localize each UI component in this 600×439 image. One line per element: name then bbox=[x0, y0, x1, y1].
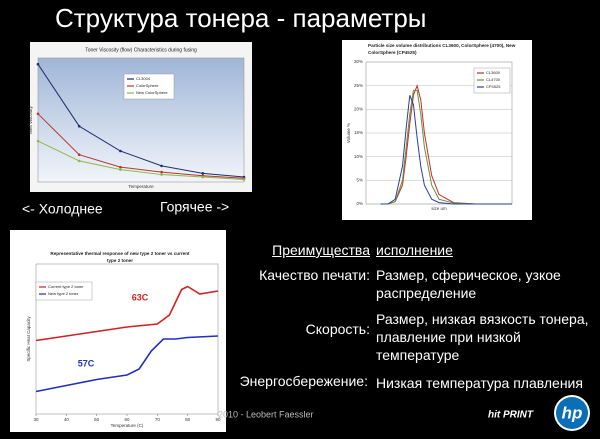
y-axis-label: Volume % bbox=[346, 123, 351, 143]
logo-text: hp bbox=[562, 403, 583, 422]
annotation: 57C bbox=[78, 358, 95, 368]
legend-label: CP4525 bbox=[486, 84, 501, 89]
table-cell: Качество печати: bbox=[259, 267, 370, 283]
brand: hit PRINT bbox=[488, 410, 534, 421]
series-marker bbox=[119, 149, 122, 153]
series-line bbox=[37, 113, 245, 179]
series-marker bbox=[77, 159, 81, 163]
x-tick-label: 70 bbox=[155, 417, 161, 422]
legend-label: New type 2 toner bbox=[48, 291, 79, 296]
cold-label: <- Холоднее bbox=[22, 201, 103, 217]
legend-label: CL3600 bbox=[486, 70, 501, 75]
series-marker bbox=[160, 173, 163, 176]
series-marker bbox=[36, 139, 40, 143]
series-line bbox=[37, 63, 245, 178]
legend-label: CL3004 bbox=[136, 76, 151, 81]
chart-title: ColorSphere (CP4525) bbox=[368, 50, 417, 55]
x-tick-label: 90 bbox=[215, 417, 221, 422]
hot-label: Горячее -> bbox=[160, 199, 229, 215]
series-marker bbox=[119, 168, 122, 171]
series-marker bbox=[119, 165, 122, 169]
series-marker bbox=[242, 178, 246, 181]
legend-label: ColorSphere bbox=[136, 83, 159, 88]
slide-title: Структура тонера - параметры bbox=[55, 3, 426, 33]
x-tick-label: 80 bbox=[185, 417, 191, 422]
series-marker bbox=[160, 170, 163, 174]
table-header: Преимущества bbox=[272, 242, 370, 258]
plot-area bbox=[37, 57, 245, 183]
y-tick-label: 20% bbox=[354, 107, 363, 112]
table-cell: Энергосбережение: bbox=[239, 373, 368, 389]
table-cell: Размер, сферическое, узкое распределение bbox=[376, 267, 561, 301]
series-marker bbox=[77, 124, 81, 128]
y-tick-label: 5% bbox=[356, 178, 363, 183]
series-line bbox=[35, 285, 219, 342]
series-line bbox=[37, 140, 245, 181]
y-tick-label: 25% bbox=[354, 83, 363, 88]
series-line bbox=[380, 89, 512, 205]
table-header: исполнение bbox=[376, 242, 453, 258]
table-cell: Размер, низкая вязкость тонера, плавлени… bbox=[376, 311, 589, 363]
table-cell: Скорость: bbox=[305, 321, 370, 337]
y-tick-label: 15% bbox=[354, 130, 363, 135]
legend-label: Current type 2 toner bbox=[48, 284, 84, 289]
y-tick-label: 10% bbox=[354, 154, 363, 159]
series-line bbox=[35, 335, 219, 393]
y-tick-label: 30% bbox=[354, 59, 363, 64]
chart-title: Representative thermal response of new t… bbox=[50, 251, 190, 256]
chart-title: Toner Viscosity (flow) Characteristics d… bbox=[85, 47, 197, 53]
series-marker bbox=[77, 153, 81, 157]
series-marker bbox=[36, 62, 40, 66]
credit: 2010 - Leobert Faessler bbox=[218, 409, 314, 419]
x-tick-label: 50 bbox=[94, 417, 100, 422]
x-tick-label: 60 bbox=[124, 417, 130, 422]
series-marker bbox=[201, 172, 205, 175]
legend-label: New ColorSphere bbox=[136, 90, 168, 95]
chart-title: type 2 toner bbox=[107, 258, 133, 263]
series-marker bbox=[36, 112, 40, 116]
x-axis-label: Temperature bbox=[128, 184, 154, 189]
table-cell: Низкая температура плавления bbox=[376, 375, 583, 391]
logo bbox=[556, 397, 588, 429]
series-marker bbox=[201, 175, 205, 179]
legend-label: CL4700 bbox=[486, 77, 501, 82]
x-axis-label: Temperature (C) bbox=[111, 423, 144, 428]
y-tick-label: 0% bbox=[356, 201, 363, 206]
legend-box bbox=[35, 281, 93, 301]
series-line bbox=[380, 84, 512, 205]
x-axis-label: size um bbox=[431, 206, 447, 211]
series-marker bbox=[160, 164, 163, 168]
x-tick-label: 30 bbox=[33, 417, 39, 422]
y-axis-label: Melt Viscosity bbox=[28, 106, 33, 134]
chart-title: Particle size volume distributions CL360… bbox=[368, 43, 516, 48]
y-axis-label: Specific Heat Capacity bbox=[26, 316, 31, 362]
series-line bbox=[380, 94, 512, 205]
x-tick-label: 40 bbox=[64, 417, 70, 422]
annotation: 63C bbox=[132, 292, 149, 302]
